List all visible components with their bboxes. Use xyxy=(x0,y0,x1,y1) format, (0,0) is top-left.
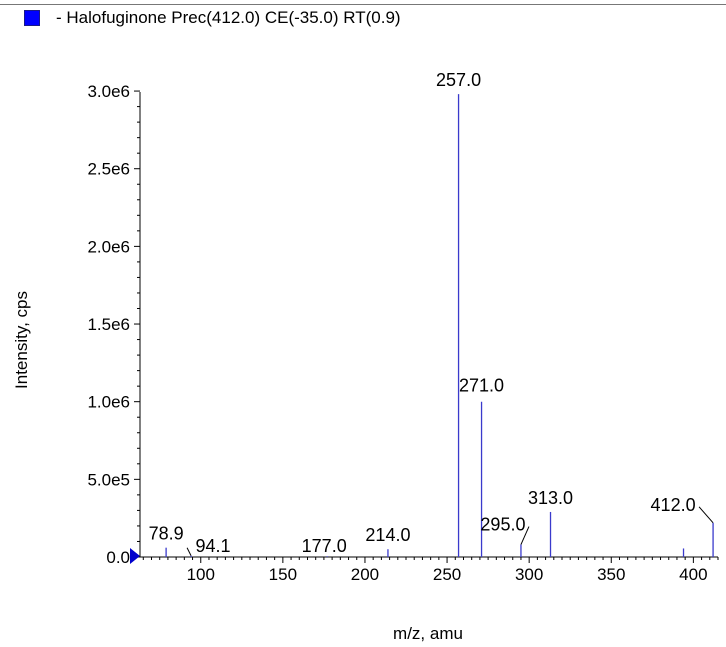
peak-label-leader xyxy=(698,506,714,524)
peak-label: 271.0 xyxy=(459,376,504,396)
peak-label-leader xyxy=(186,547,192,556)
legend-swatch xyxy=(24,10,40,26)
x-tick-label: 400 xyxy=(679,565,707,584)
y-tick-label: 0.0 xyxy=(106,548,130,567)
peak-label: 313.0 xyxy=(528,488,573,508)
x-tick-label: 300 xyxy=(515,565,543,584)
peak-label: 214.0 xyxy=(365,525,410,545)
peak-label: 94.1 xyxy=(196,536,231,556)
peak-label: 257.0 xyxy=(436,70,481,90)
x-tick-label: 100 xyxy=(187,565,215,584)
x-axis-title: m/z, amu xyxy=(393,624,463,643)
x-tick-label: 250 xyxy=(433,565,461,584)
y-tick-label: 5.0e5 xyxy=(87,470,130,489)
axes-layer: 0.0 5.0e5 1.0e6 1.5e6 2.0e6 2.5e6 3.0e6 100 150 2… xyxy=(87,82,719,584)
y-tick-label: 1.5e6 xyxy=(87,315,130,334)
x-tick-label: 350 xyxy=(597,565,625,584)
x-tick-label: 150 xyxy=(269,565,297,584)
y-tick-label: 2.0e6 xyxy=(87,237,130,256)
origin-marker-icon xyxy=(130,548,140,564)
y-tick-label: 2.5e6 xyxy=(87,160,130,179)
legend-label: - Halofuginone Prec(412.0) CE(-35.0) RT(… xyxy=(56,8,401,27)
y-tick-label: 3.0e6 xyxy=(87,82,130,101)
peak-label: 412.0 xyxy=(651,495,696,515)
top-divider xyxy=(0,4,726,5)
x-tick-label: 200 xyxy=(351,565,379,584)
peak-label-leader xyxy=(520,526,530,545)
y-tick-label: 1.0e6 xyxy=(87,393,130,412)
peak-label: 295.0 xyxy=(480,515,525,535)
y-axis-title: Intensity, cps xyxy=(12,291,31,389)
peak-label: 78.9 xyxy=(149,524,184,544)
peaks-layer xyxy=(165,94,714,557)
legend: - Halofuginone Prec(412.0) CE(-35.0) RT(… xyxy=(24,8,401,28)
peak-label: 177.0 xyxy=(302,536,347,556)
